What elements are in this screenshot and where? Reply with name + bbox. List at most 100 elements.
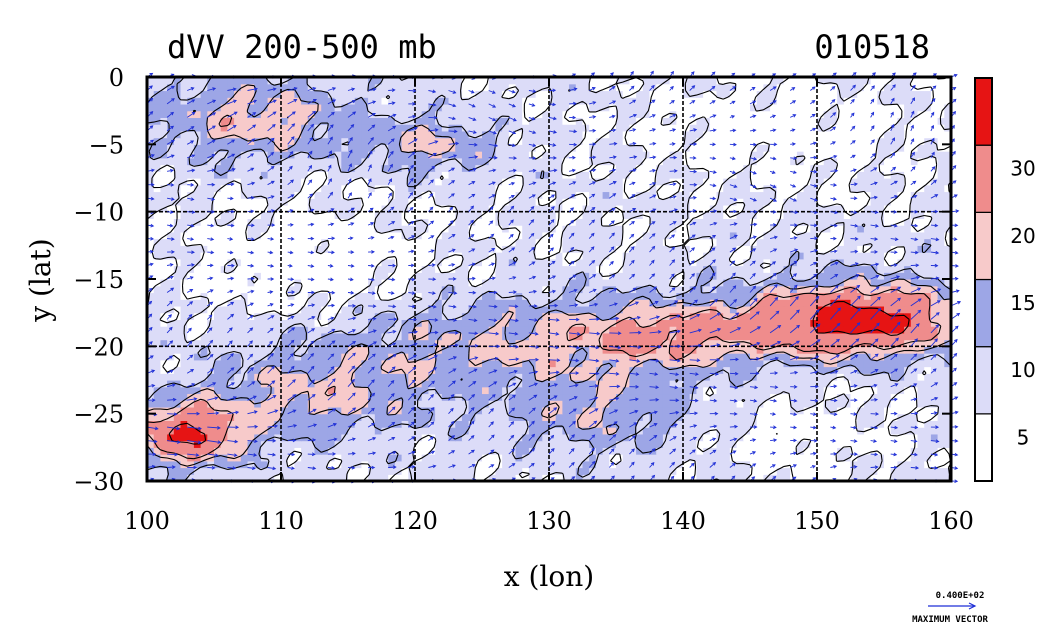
field-cell [528, 353, 537, 361]
field-cell [341, 339, 349, 347]
field-cell [857, 225, 865, 233]
field-cell [696, 319, 704, 327]
field-cell [167, 231, 175, 240]
field-cell [676, 332, 684, 341]
field-cell [307, 359, 316, 368]
field-cell [649, 279, 657, 287]
field-cell [662, 211, 671, 219]
field-cell [884, 332, 892, 341]
field-cell [622, 474, 630, 481]
field-cell [388, 427, 396, 435]
field-cell [884, 366, 892, 374]
field-cell [468, 386, 476, 395]
field-cell [897, 231, 905, 240]
field-cell [455, 204, 463, 213]
field-cell [696, 447, 704, 455]
field-cell [763, 238, 771, 246]
field-cell [368, 319, 376, 327]
field-cell [743, 305, 751, 314]
field-cell [294, 211, 302, 219]
field-cell [917, 373, 925, 381]
field-cell [924, 238, 932, 246]
field-cell [160, 400, 168, 408]
field-cell [187, 359, 195, 368]
field-cell [582, 346, 590, 354]
field-cell [817, 353, 825, 361]
field-cell [214, 326, 222, 334]
field-cell [455, 326, 463, 334]
field-cell [348, 292, 356, 300]
field-cell [790, 420, 798, 428]
field-cell [515, 312, 523, 320]
field-cell [461, 265, 470, 273]
field-cell [220, 386, 228, 395]
field-cell [817, 299, 825, 307]
field-cell [703, 406, 711, 415]
field-cell [770, 279, 778, 287]
field-cell [763, 225, 771, 233]
field-cell [461, 440, 470, 448]
field-cell [877, 447, 885, 455]
field-cell [428, 353, 436, 361]
field-cell [415, 393, 423, 401]
field-cell [214, 231, 222, 240]
field-cell [776, 400, 785, 408]
field-cell [254, 460, 262, 469]
field-cell [327, 252, 336, 260]
field-cell [549, 265, 557, 273]
field-cell [709, 359, 718, 368]
field-cell [475, 326, 483, 334]
field-cell [381, 393, 389, 401]
field-cell [770, 454, 778, 462]
field-cell [803, 245, 811, 253]
field-cell [461, 474, 470, 481]
field-cell [642, 467, 651, 475]
field-cell [649, 406, 657, 415]
field-cell [843, 366, 852, 374]
field-cell [910, 454, 919, 462]
field-cell [428, 272, 436, 280]
field-cell [756, 319, 764, 327]
field-cell [281, 204, 289, 213]
field-cell [214, 198, 222, 206]
field-cell [247, 373, 255, 381]
field-cell [167, 386, 175, 395]
field-cell [528, 454, 537, 462]
field-cell [723, 440, 731, 448]
field-cell [354, 400, 362, 408]
field-cell [167, 204, 175, 213]
field-cell [408, 225, 416, 233]
field-cell [796, 474, 805, 481]
field-cell [703, 440, 711, 448]
field-cell [917, 231, 925, 240]
field-cell [756, 339, 764, 347]
field-cell [502, 366, 510, 374]
field-cell [153, 460, 161, 469]
field-cell [147, 292, 155, 300]
field-cell [173, 406, 182, 415]
field-cell [153, 292, 161, 300]
field-cell [662, 265, 671, 273]
field-cell [542, 218, 550, 226]
field-cell [756, 474, 764, 481]
field-cell [361, 326, 369, 334]
field-cell [240, 339, 249, 347]
field-cell [368, 427, 376, 435]
field-cell [482, 245, 490, 253]
field-cell [642, 238, 651, 246]
field-cell [877, 285, 885, 294]
field-cell [254, 272, 262, 280]
field-cell [890, 447, 898, 455]
field-cell [254, 238, 262, 246]
field-cell [904, 474, 912, 481]
field-cell [622, 400, 630, 408]
field-cell [287, 279, 295, 287]
field-cell [930, 373, 939, 381]
field-cell [582, 285, 590, 294]
field-cell [589, 252, 597, 260]
field-cell [187, 292, 195, 300]
field-cell [254, 380, 262, 388]
field-cell [341, 305, 349, 314]
field-cell [314, 198, 322, 206]
field-cell [582, 467, 590, 475]
